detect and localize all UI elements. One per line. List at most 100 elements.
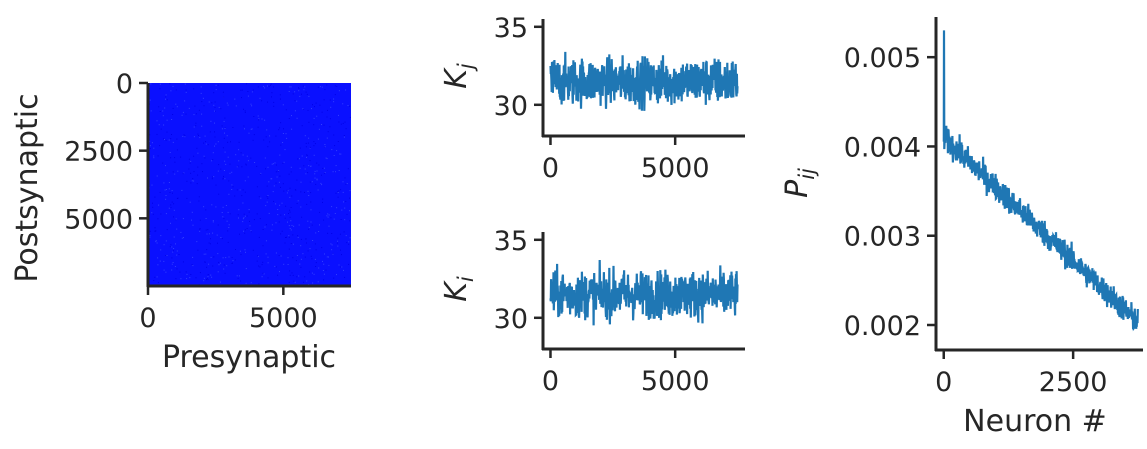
heatmap-pixel [292,93,294,95]
heatmap-pixel [269,135,271,137]
heatmap-pixel [217,170,219,172]
heatmap-pixel [176,250,178,252]
p1-y-tick-label: 5000 [64,204,133,235]
heatmap-pixel [297,200,299,202]
heatmap-pixel [163,124,165,126]
heatmap-pixel [299,263,301,265]
heatmap-pixel [224,178,226,180]
heatmap-pixel [347,168,349,170]
heatmap-pixel [153,157,155,159]
heatmap-pixel [300,181,302,183]
heatmap-pixel [165,189,167,190]
heatmap-pixel [265,240,267,242]
heatmap-pixel [241,195,243,197]
heatmap-pixel [263,85,265,87]
heatmap-pixel [165,271,167,273]
heatmap-pixel [259,218,261,220]
heatmap-pixel [249,220,250,222]
heatmap-pixel [200,86,202,88]
heatmap-pixel [328,256,329,258]
heatmap-pixel [305,91,307,93]
p3-ticks: 0 5000 30 35 [494,226,710,397]
heatmap-pixel [222,257,224,259]
heatmap-pixel [222,91,224,93]
heatmap-pixel [185,91,187,93]
heatmap-pixel [326,84,328,86]
heatmap-pixel [311,258,313,260]
heatmap-pixel [193,126,195,128]
heatmap-pixel [300,245,302,247]
heatmap-pixel [322,167,324,169]
heatmap-pixel [275,164,277,166]
heatmap-pixel [213,256,215,258]
heatmap-pixel [242,154,244,156]
heatmap-pixel [205,209,207,211]
heatmap-pixel [306,154,308,156]
heatmap-pixel [270,178,272,180]
heatmap-pixel [259,266,261,268]
heatmap-pixel [292,234,294,236]
heatmap-pixel [172,114,174,115]
heatmap-pixel [149,140,151,142]
heatmap-pixel [298,88,300,90]
heatmap-pixel [214,110,216,112]
heatmap-pixel [240,89,242,91]
heatmap-pixel [331,206,333,208]
heatmap-pixel [219,281,221,283]
heatmap-pixel [336,85,338,87]
heatmap-pixel [289,86,291,88]
heatmap-pixel [240,280,242,282]
heatmap-pixel [325,157,327,159]
heatmap-pixel [242,218,244,220]
heatmap-pixel [275,182,277,184]
heatmap-pixel [323,99,325,101]
heatmap-pixel [239,250,241,252]
heatmap-pixel [282,104,284,106]
heatmap-pixel [279,94,281,96]
heatmap-pixel [304,191,305,193]
heatmap-pixel [221,125,223,127]
heatmap-pixel [289,216,291,218]
heatmap-pixel [156,133,158,135]
heatmap-pixel [159,83,161,85]
heatmap-pixel [321,111,323,113]
heatmap-pixel [165,96,167,98]
heatmap-pixel [289,196,291,198]
heatmap-pixel [244,111,246,113]
heatmap-pixel [296,276,298,278]
heatmap-pixel [217,242,218,244]
heatmap-pixel [242,202,244,204]
heatmap-pixel [231,262,233,264]
heatmap-pixel [299,167,301,169]
heatmap-pixel [220,237,222,238]
heatmap-pixel [198,109,200,111]
heatmap-pixel [242,221,244,223]
heatmap-pixel [199,228,200,230]
heatmap-pixel [222,147,224,149]
p1-x-tick-label: 0 [139,303,156,334]
heatmap-pixel [296,100,298,102]
heatmap-pixel [228,224,230,226]
heatmap-pixel [215,89,217,91]
heatmap-pixel [273,101,275,103]
heatmap-pixel [282,183,284,185]
heatmap-pixel [177,170,179,172]
heatmap-pixel [333,155,335,156]
heatmap-pixel [271,96,272,98]
heatmap-pixel [349,116,351,118]
heatmap-pixel [288,225,290,227]
heatmap-pixel [203,105,205,107]
heatmap-pixel [280,214,282,216]
heatmap-pixel [154,230,156,232]
heatmap-pixel [349,197,350,199]
heatmap-pixel [195,113,197,115]
heatmap-pixel [201,163,203,165]
heatmap-pixel [256,186,258,188]
heatmap-pixel [335,171,336,173]
heatmap-pixel [229,213,231,215]
heatmap-pixel [223,264,225,266]
heatmap-pixel [231,189,233,190]
p3-y-axis-label-sub: i [454,276,478,282]
heatmap-pixel [311,108,312,110]
heatmap-pixel [247,160,249,162]
